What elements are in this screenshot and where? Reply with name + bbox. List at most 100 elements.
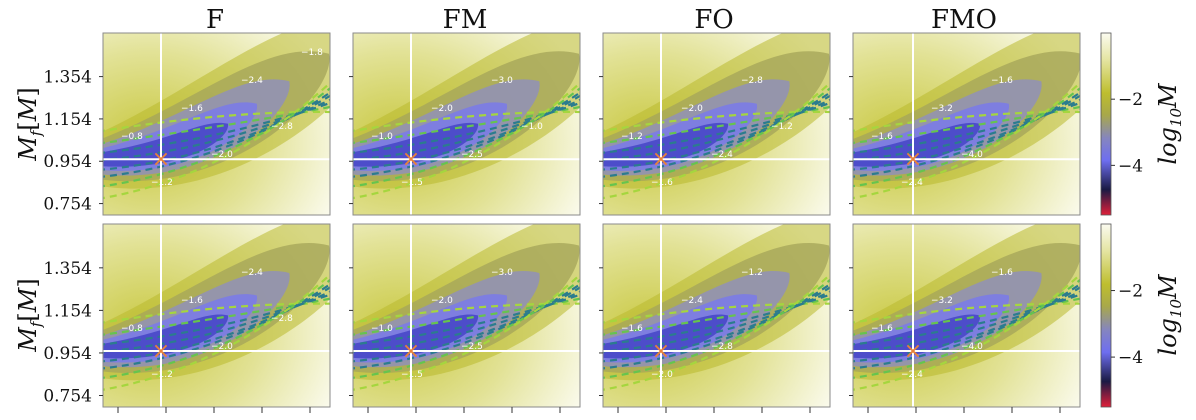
contour-label: −1.6 [991,268,1013,278]
y-tick-label: 1.154 [43,301,92,321]
y-tick-label: 1.154 [43,110,92,130]
y-tick-label: 0.754 [43,195,92,215]
true-value-marker: × [904,147,922,172]
contour-label: −2.8 [741,76,763,86]
contour-line [603,297,830,336]
contour-line [853,282,1080,370]
contour-line [603,290,830,353]
contour-line [853,91,1080,178]
y-tick-label: 1.354 [43,68,92,88]
panel-frame [852,32,1081,216]
column-title-fm: FM [443,5,488,35]
panel-frame [352,32,581,216]
contour-line [603,273,830,391]
contour-line [353,273,580,391]
contour-line [353,297,580,336]
panel-frame [852,223,1081,408]
contour-label: −4.0 [961,150,983,160]
contour-line [603,94,830,171]
contour-label: −2.5 [461,342,483,352]
contour-label: −1.2 [771,122,793,132]
contour-line [103,98,330,162]
contour-line [103,273,330,391]
contour-label: −4.0 [961,342,983,352]
contour-line [103,302,330,324]
contour-label: −1.6 [181,104,203,114]
contour-label: −2.0 [211,342,233,352]
contour-label: −2.8 [271,122,293,132]
contour-line [103,297,330,336]
contour-line [103,105,330,145]
contour-line [103,101,330,154]
contour-label: −2.0 [431,296,453,306]
contour-label: −1.0 [371,132,393,142]
panel-f-row2: −0.8−1.2−1.6−2.0−2.4−2.8× [99,223,331,413]
contour-label: −1.6 [651,178,673,188]
contour-line [603,91,830,178]
contour-line [853,101,1080,154]
column-title-fo: FO [694,5,733,35]
contour-line [353,101,580,154]
contour-line [353,293,580,346]
contour-line [853,94,1080,171]
contour-line [353,105,580,145]
y-tick-label: 0.954 [43,344,92,364]
column-title-fmo: FMO [931,5,997,35]
contour-label: −2.4 [711,150,733,160]
colorbar-label-top: log10M [1154,82,1185,165]
colorbar-tick-label: −4 [1118,348,1143,368]
contour-line [103,91,330,178]
y-axis-label-bottom: Mf[M] [14,278,45,352]
true-value-marker: × [652,339,670,364]
column-title-f: F [206,5,224,35]
contour-line [853,290,1080,353]
contour-line [603,282,830,370]
panel-frame [602,32,831,216]
contour-line [603,101,830,154]
contour-label: −3.0 [491,268,513,278]
contour-line [103,81,330,200]
panel-fm-row1: −1.0−1.5−2.0−2.5−3.0−1.0× [349,32,581,216]
contour-label: −1.0 [521,122,543,132]
contour-label: −1.2 [621,132,643,142]
contour-label: −1.6 [621,324,643,334]
contour-line [103,282,330,370]
panel-frame [602,223,831,408]
contour-line [853,110,1080,132]
contour-label: −0.8 [121,132,143,142]
y-tick-label: 1.354 [43,259,92,279]
contour-label: −2.0 [651,370,673,380]
contour-label: −1.6 [991,76,1013,86]
contour-line [603,286,830,363]
contour-label: −0.8 [121,324,143,334]
contour-line [353,286,580,363]
contour-line [853,105,1080,145]
contour-line [603,302,830,324]
contour-label: −1.6 [181,296,203,306]
contour-line [603,81,830,200]
panel-fm-row2: −1.0−1.5−2.0−2.5−3.0× [349,223,581,413]
contour-line [603,98,830,162]
contour-line [353,94,580,171]
panel-f-row1: −0.8−1.2−1.6−2.0−2.4−2.8−1.8× [99,32,331,216]
panel-frame [102,32,331,216]
panel-fmo-row2: −1.6−2.4−3.2−4.0−1.6× [849,223,1081,413]
contour-line [103,290,330,353]
contour-label: −2.0 [211,150,233,160]
contour-label: −1.2 [741,268,763,278]
contour-label: −2.4 [241,76,263,86]
contour-line [853,98,1080,162]
panel-frame [352,223,581,408]
contour-line [353,91,580,178]
contour-label: −1.0 [371,324,393,334]
panel-grid: −0.8−1.2−1.6−2.0−2.4−2.8−1.8×−1.0−1.5−2.… [99,32,1081,413]
colorbar-ticks: −2 −4 −2 −4 [1111,90,1143,368]
true-value-marker: × [152,147,170,172]
panel-frame [102,223,331,408]
contour-label: −1.6 [871,132,893,142]
true-value-marker: × [904,339,922,364]
contour-line [853,293,1080,346]
panel-fmo-row1: −1.6−2.4−3.2−4.0−1.6× [849,32,1081,216]
panel-fo-row2: −1.6 −2.0 −2.4 −2.8 −1.2 × [599,223,831,413]
